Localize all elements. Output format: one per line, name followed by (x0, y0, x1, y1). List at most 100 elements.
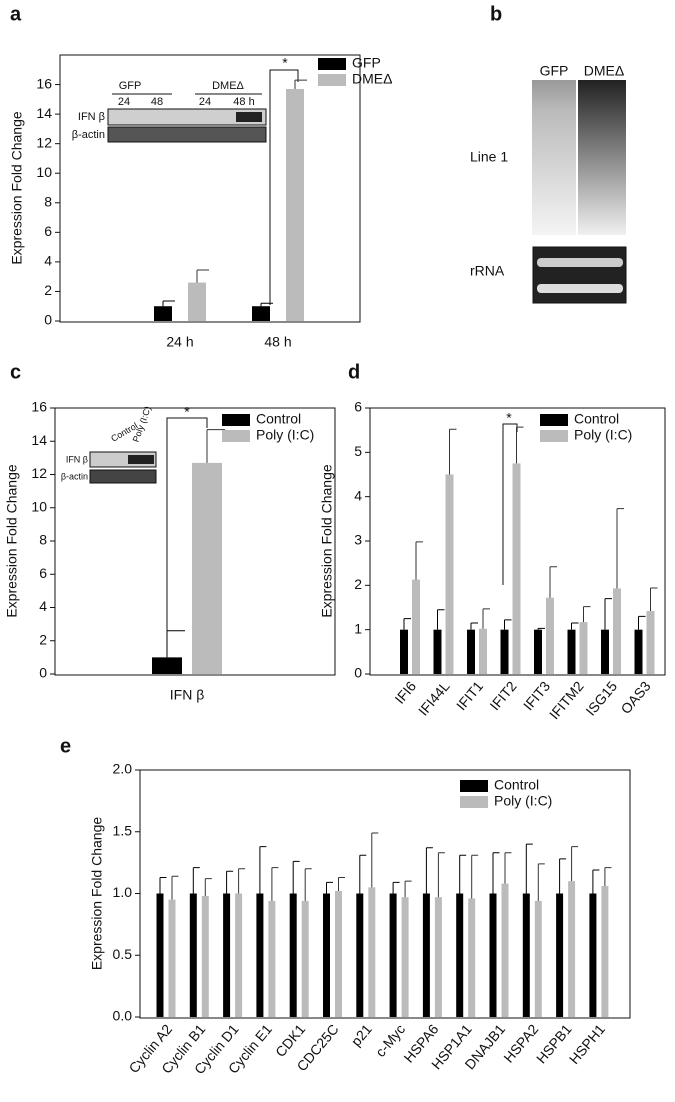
error-bar (192, 867, 200, 894)
error-bar (449, 428, 457, 475)
y-tick-label: 8 (39, 532, 47, 548)
row-label: IFN β (66, 454, 88, 464)
bar (479, 628, 487, 674)
bar (567, 629, 576, 674)
x-tick-label: OAS3 (617, 678, 653, 717)
legend-swatch (460, 780, 488, 792)
row-label: Line 1 (470, 149, 508, 165)
y-tick-label: 1.0 (113, 884, 133, 900)
error-bar (516, 426, 524, 464)
y-axis-label: Expression Fold Change (319, 464, 335, 618)
y-tick-label: 0.0 (113, 1008, 133, 1024)
error-bar (392, 881, 400, 894)
error-bar (471, 854, 479, 899)
legend-swatch (222, 414, 250, 426)
bar (434, 897, 442, 1017)
bar (433, 629, 442, 674)
bar (154, 306, 172, 321)
y-tick-label: 2 (44, 282, 52, 298)
error-bar (616, 508, 624, 589)
error-bar (162, 300, 175, 307)
panel-letter: a (10, 3, 22, 25)
row-label: rRNA (470, 263, 505, 279)
bar (501, 883, 509, 1017)
y-tick-label: 0 (44, 312, 52, 328)
panel-letter: b (490, 3, 502, 25)
row-label: β-actin (72, 129, 105, 141)
x-tick-label: IFIT2 (486, 678, 519, 713)
lane-label: 48 h (233, 96, 254, 108)
y-tick-label: 10 (31, 498, 47, 514)
error-bar (304, 868, 312, 901)
bar (445, 474, 454, 674)
x-tick-label: IFITM2 (546, 678, 587, 722)
error-bar (204, 878, 212, 896)
y-tick-label: 6 (354, 399, 362, 415)
y-tick-label: 2 (39, 631, 47, 647)
legend-label: Poly (I:C) (574, 427, 632, 443)
bar (456, 893, 464, 1017)
rrna-band (537, 284, 623, 293)
x-tick-label: 24 h (166, 334, 193, 350)
x-tick-label: HSPH1 (566, 1021, 608, 1067)
legend-label: GFP (352, 55, 381, 71)
significance-bracket (166, 417, 208, 655)
y-tick-label: 1.5 (113, 822, 133, 838)
error-bar (492, 852, 500, 894)
error-bar (238, 868, 246, 894)
error-bar (425, 847, 433, 894)
error-bar (571, 846, 579, 882)
error-bar (549, 566, 557, 598)
y-tick-label: 4 (39, 598, 47, 614)
panel-letter: d (348, 361, 360, 383)
bar (646, 611, 655, 674)
y-tick-label: 3 (354, 532, 362, 548)
blot-group: GFP (119, 80, 142, 92)
bar (189, 893, 197, 1017)
error-bar (371, 832, 379, 888)
blot-band (89, 469, 157, 484)
error-bar (470, 622, 478, 630)
bar (579, 622, 588, 674)
bar (335, 891, 342, 1017)
bar (422, 893, 430, 1017)
bar (223, 893, 231, 1017)
y-tick-label: 0 (39, 665, 47, 681)
y-tick-label: 6 (39, 565, 47, 581)
error-bar (583, 606, 591, 623)
bar (601, 629, 609, 674)
error-bar (271, 867, 279, 901)
error-bar (206, 429, 225, 463)
error-bar (171, 875, 179, 900)
y-axis-label: Expression Fold Change (9, 111, 25, 265)
legend-swatch (540, 414, 568, 426)
bar (201, 895, 209, 1017)
error-bar (650, 587, 658, 612)
row-label: β-actin (61, 471, 88, 481)
error-bar (226, 870, 234, 894)
blot-band (107, 126, 267, 143)
bar (556, 893, 564, 1017)
bar (286, 88, 304, 321)
y-tick-label: 5 (354, 443, 362, 459)
y-tick-label: 1 (354, 620, 362, 636)
error-bar (437, 609, 445, 630)
y-tick-label: 2.0 (113, 761, 133, 777)
significance-star: * (184, 404, 190, 420)
bar (401, 897, 409, 1017)
error-bar (260, 302, 273, 307)
blot-lane (532, 80, 576, 235)
bar (235, 893, 243, 1017)
bar (467, 629, 475, 674)
x-tick-label: IFI6 (391, 678, 419, 707)
bar (534, 900, 542, 1017)
bar (489, 893, 497, 1017)
lane-label: GFP (540, 63, 569, 79)
error-bar (259, 846, 267, 894)
legend-label: Control (494, 777, 539, 793)
y-tick-label: 16 (31, 399, 47, 415)
legend-label: Poly (I:C) (256, 427, 314, 443)
error-bar (294, 79, 307, 89)
